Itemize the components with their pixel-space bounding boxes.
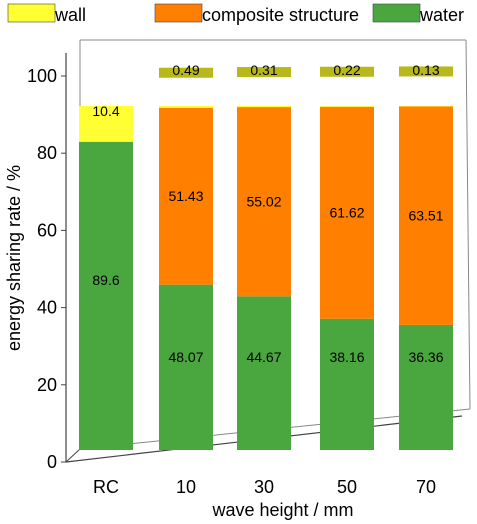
x-tick-label: 50	[337, 477, 357, 497]
bar-segment	[159, 284, 213, 450]
x-tick-label: RC	[93, 477, 119, 497]
legend-label: water	[419, 5, 464, 25]
bar-segment	[79, 106, 133, 142]
tick-labels: 0 20 40 60 80 100 RC 10 30 50 70	[27, 66, 436, 497]
data-label: 63.51	[408, 208, 443, 224]
bar-segment	[237, 107, 291, 297]
bar-segment	[320, 106, 374, 319]
bar-segment	[399, 106, 453, 325]
bars	[79, 66, 453, 450]
bar-segment	[399, 324, 453, 450]
data-label: 51.43	[168, 188, 203, 204]
y-tick-label: 0	[47, 452, 57, 472]
data-label: 44.67	[246, 349, 281, 365]
bar-segment	[237, 106, 291, 108]
bar-segment	[399, 66, 453, 77]
data-label: 0.22	[333, 62, 360, 78]
y-tick-label: 100	[27, 66, 57, 86]
x-tick-label: 70	[416, 477, 436, 497]
data-label: 0.13	[412, 62, 439, 78]
data-label: 61.62	[329, 205, 364, 221]
data-label: 48.07	[168, 349, 203, 365]
data-labels: 89.6 10.4 48.07 51.43 0.49 44.67 55.02 0.31 38.1…	[92, 62, 443, 365]
back-wall-right-edge	[465, 39, 471, 410]
bar-segment	[159, 67, 213, 78]
legend-label: wall	[54, 5, 86, 25]
bar-segment	[320, 318, 374, 450]
y-axis-label: energy sharing rate / %	[4, 165, 24, 351]
bar-segment	[237, 296, 291, 450]
legend-label: composite structure	[202, 5, 359, 25]
data-label: 55.02	[246, 194, 281, 210]
bar-segment	[237, 67, 291, 78]
x-axis-label: wave height / mm	[211, 500, 353, 520]
y-tick-label: 60	[37, 220, 57, 240]
data-label: 10.4	[92, 103, 119, 119]
legend-swatch	[154, 3, 203, 23]
y-tick-label: 80	[37, 143, 57, 163]
data-label: 0.49	[172, 62, 199, 78]
data-label: 38.16	[329, 349, 364, 365]
bar-segment	[79, 141, 133, 450]
floor-edge	[65, 448, 81, 463]
y-tick-label: 40	[37, 298, 57, 318]
legend-swatch	[372, 3, 421, 23]
bar-segment	[159, 107, 213, 285]
y-tick-label: 20	[37, 375, 57, 395]
legend-swatch	[7, 3, 56, 23]
data-label: 89.6	[92, 272, 119, 288]
data-label: 0.31	[250, 62, 277, 78]
x-tick-label: 30	[254, 477, 274, 497]
x-tick-label: 10	[176, 477, 196, 497]
bar-segment	[159, 106, 213, 108]
legend: wall composite structure water	[7, 3, 464, 25]
bar-segment	[320, 66, 374, 77]
bar-segment	[320, 106, 374, 107]
data-label: 36.36	[408, 349, 443, 365]
